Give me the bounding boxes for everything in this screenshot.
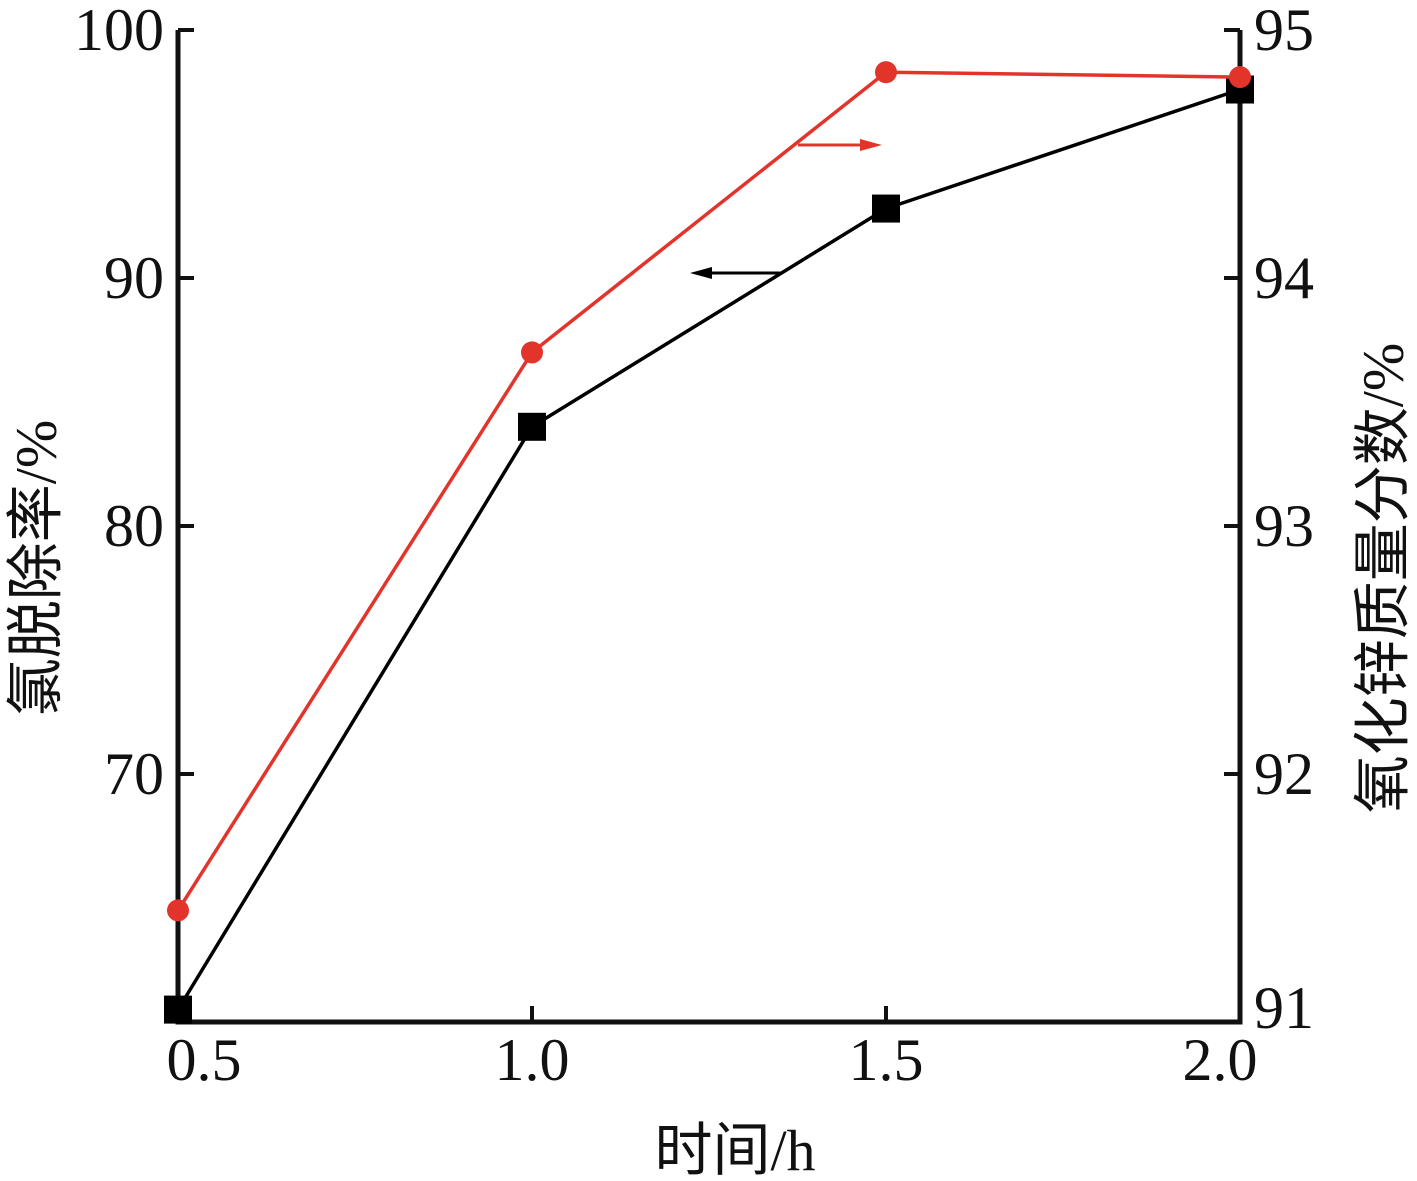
y-left-tick-label: 80 xyxy=(104,493,164,559)
x-tick-label: 1.0 xyxy=(495,1027,570,1093)
series-0-square-point xyxy=(164,995,192,1024)
y-left-tick-label: 90 xyxy=(104,245,164,311)
series-1-line xyxy=(176,70,1241,912)
series-0-square-point xyxy=(518,412,546,441)
annotations xyxy=(690,139,882,279)
series-1-circle-point xyxy=(167,899,189,922)
series-1-circle-point xyxy=(875,61,897,84)
y-left-tick-label: 100 xyxy=(74,0,164,63)
y-right-tick-label: 95 xyxy=(1254,0,1314,63)
y-axis-left-label: 氯脱除率/% xyxy=(4,420,69,716)
series-1-circle-point xyxy=(521,341,543,364)
y-right-tick-label: 94 xyxy=(1254,245,1314,311)
series-1-circle-point xyxy=(1229,66,1251,89)
arrow-right-head-icon xyxy=(860,139,882,151)
series xyxy=(164,61,1254,1024)
y-right-tick-label: 93 xyxy=(1254,493,1314,559)
y-right-tick-label: 91 xyxy=(1254,975,1314,1041)
tick-labels: 70 80 90 100 91 92 93 94 95 0.5 1.0 1.5 2.0 xyxy=(74,0,1314,1093)
x-tick-label: 1.5 xyxy=(849,1027,924,1093)
y-axis-right-label: 氧化锌质量分数/% xyxy=(1351,343,1416,813)
series-0-square-point xyxy=(872,194,900,223)
ticks xyxy=(178,28,1240,1022)
x-tick-label: 0.5 xyxy=(167,1027,242,1093)
y-left-tick-label: 70 xyxy=(104,741,164,807)
x-axis-label: 时间/h xyxy=(654,1118,815,1181)
axes xyxy=(175,30,1243,1025)
arrow-left-head-icon xyxy=(690,267,712,279)
y-right-tick-label: 92 xyxy=(1254,741,1314,807)
x-tick-label: 2.0 xyxy=(1183,1027,1258,1093)
series-0-line xyxy=(176,87,1241,1011)
